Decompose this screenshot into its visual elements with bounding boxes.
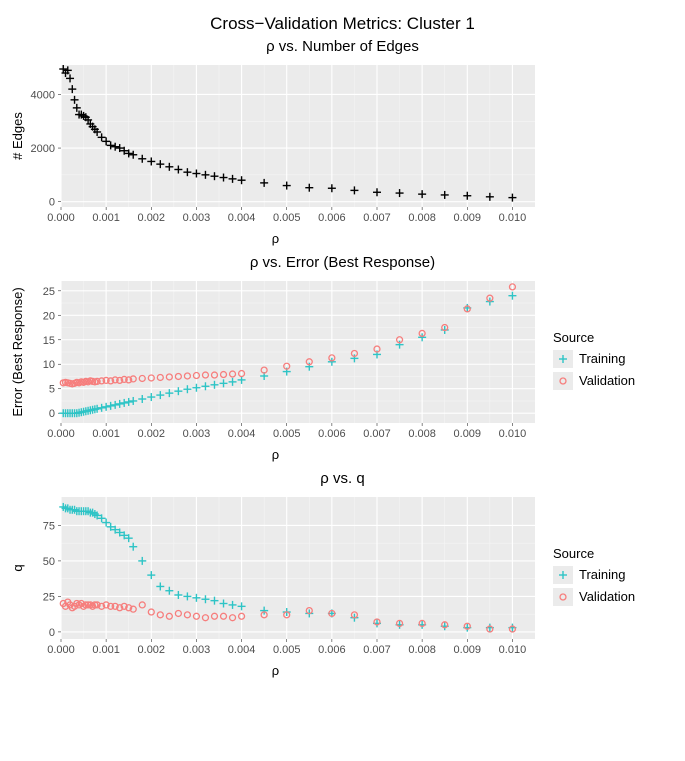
- svg-text:0.010: 0.010: [499, 644, 527, 656]
- svg-text:0.007: 0.007: [363, 644, 391, 656]
- svg-text:10: 10: [43, 359, 55, 371]
- svg-text:0: 0: [49, 627, 55, 639]
- svg-text:0.004: 0.004: [228, 212, 256, 224]
- svg-text:0.009: 0.009: [454, 428, 482, 440]
- plot-edges: # Edges 0.000 0.001 0.002 0.003 0.004 0.005 0.0…: [10, 59, 541, 229]
- svg-text:0.001: 0.001: [92, 428, 120, 440]
- legend-label-validation: Validation: [579, 589, 635, 604]
- svg-text:25: 25: [43, 591, 55, 603]
- svg-text:Error (Best Response): Error (Best Response): [10, 287, 25, 416]
- svg-text:0.003: 0.003: [183, 212, 211, 224]
- svg-text:0.002: 0.002: [138, 644, 166, 656]
- svg-text:0.005: 0.005: [273, 644, 301, 656]
- svg-text:4000: 4000: [31, 89, 55, 101]
- svg-text:0.010: 0.010: [499, 212, 527, 224]
- svg-text:q: q: [10, 564, 25, 571]
- svg-text:75: 75: [43, 520, 55, 532]
- svg-text:0: 0: [49, 197, 55, 209]
- legend-key-validation: [553, 372, 573, 390]
- panel-edges: ρ vs. Number of Edges # Edges 0.000 0.001 0…: [10, 38, 675, 246]
- svg-text:0.004: 0.004: [228, 644, 256, 656]
- svg-text:0.010: 0.010: [499, 428, 527, 440]
- svg-text:0.005: 0.005: [273, 428, 301, 440]
- legend-key-training: [553, 350, 573, 368]
- svg-text:5: 5: [49, 384, 55, 396]
- svg-text:0.006: 0.006: [318, 428, 346, 440]
- svg-text:0.006: 0.006: [318, 212, 346, 224]
- legend-grid: Training Validation: [553, 349, 635, 391]
- plot-q: q 0.000 0.001 0.002 0.003 0.004 0.005 0.006 0.00…: [10, 491, 541, 661]
- legend-key-validation: [553, 588, 573, 606]
- svg-text:0.002: 0.002: [138, 428, 166, 440]
- svg-text:0.007: 0.007: [363, 212, 391, 224]
- svg-text:0.008: 0.008: [408, 212, 436, 224]
- svg-text:0.001: 0.001: [92, 644, 120, 656]
- svg-text:2000: 2000: [31, 143, 55, 155]
- legend-title: Source: [553, 330, 635, 345]
- svg-text:0.008: 0.008: [408, 644, 436, 656]
- svg-text:0.000: 0.000: [47, 212, 75, 224]
- panel-error-title: ρ vs. Error (Best Response): [10, 254, 675, 271]
- figure: Cross−Validation Metrics: Cluster 1 ρ vs…: [10, 14, 675, 678]
- legend-label-training: Training: [579, 567, 635, 582]
- panel-edges-title: ρ vs. Number of Edges: [10, 38, 675, 55]
- svg-text:0: 0: [49, 408, 55, 420]
- legend-q: Source Training Validation: [541, 546, 635, 607]
- legend-label-validation: Validation: [579, 373, 635, 388]
- svg-text:0.006: 0.006: [318, 644, 346, 656]
- svg-text:0.004: 0.004: [228, 428, 256, 440]
- panel-q-title: ρ vs. q: [10, 470, 675, 487]
- xlabel-q: ρ: [10, 663, 541, 678]
- panel-error: ρ vs. Error (Best Response) Error (Best …: [10, 254, 675, 462]
- legend-key-training: [553, 566, 573, 584]
- svg-text:0.003: 0.003: [183, 428, 211, 440]
- legend-title: Source: [553, 546, 635, 561]
- svg-text:0.009: 0.009: [454, 212, 482, 224]
- svg-text:0.009: 0.009: [454, 644, 482, 656]
- svg-text:20: 20: [43, 310, 55, 322]
- svg-text:0.002: 0.002: [138, 212, 166, 224]
- svg-text:0.000: 0.000: [47, 428, 75, 440]
- xlabel-error: ρ: [10, 447, 541, 462]
- legend-label-training: Training: [579, 351, 635, 366]
- svg-text:0.001: 0.001: [92, 212, 120, 224]
- xlabel-edges: ρ: [10, 231, 541, 246]
- svg-text:0.000: 0.000: [47, 644, 75, 656]
- svg-text:50: 50: [43, 556, 55, 568]
- svg-text:0.003: 0.003: [183, 644, 211, 656]
- svg-text:15: 15: [43, 335, 55, 347]
- svg-text:0.005: 0.005: [273, 212, 301, 224]
- legend-error: Source Training Validation: [541, 330, 635, 391]
- svg-text:25: 25: [43, 286, 55, 298]
- main-title: Cross−Validation Metrics: Cluster 1: [10, 14, 675, 34]
- plot-error: Error (Best Response) 0.000 0.001 0.002 0.00…: [10, 275, 541, 445]
- svg-text:0.007: 0.007: [363, 428, 391, 440]
- svg-text:0.008: 0.008: [408, 428, 436, 440]
- legend-grid: Training Validation: [553, 565, 635, 607]
- svg-text:# Edges: # Edges: [10, 112, 25, 160]
- panel-q: ρ vs. q q 0.000 0.001 0.002 0.003 0.004 0.005 0…: [10, 470, 675, 678]
